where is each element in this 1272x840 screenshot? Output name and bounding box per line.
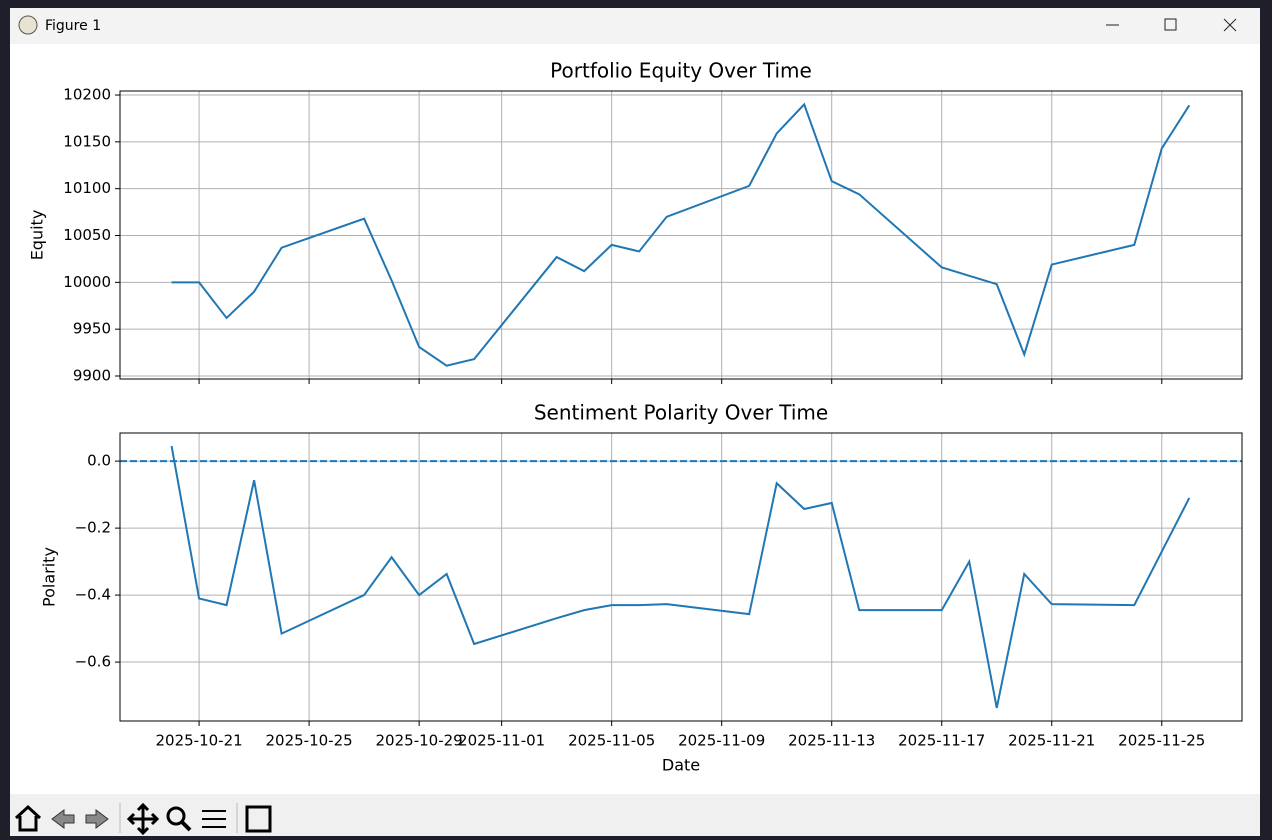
y-tick-label: 9950 <box>73 320 111 338</box>
back-button[interactable] <box>51 809 75 829</box>
chart-title: Portfolio Equity Over Time <box>550 59 812 83</box>
maximize-button[interactable] <box>1164 18 1177 31</box>
x-tick-label: 2025-10-29 <box>376 732 463 750</box>
x-tick-label: 2025-11-13 <box>788 732 875 750</box>
y-tick-label: 10200 <box>63 86 111 104</box>
x-tick-label: 2025-11-21 <box>1008 732 1095 750</box>
y-tick-label: 0.0 <box>87 452 111 470</box>
y-tick-label: −0.2 <box>75 519 111 537</box>
plot-frame <box>119 432 1243 722</box>
window-title: Figure 1 <box>45 18 101 34</box>
save-button[interactable] <box>245 805 272 833</box>
data-line <box>170 445 1191 709</box>
y-tick-label: 10050 <box>63 226 111 244</box>
x-tick-label: 2025-10-21 <box>155 732 242 750</box>
y-axis-label: Equity <box>28 210 47 261</box>
x-axis-label: Date <box>662 756 700 775</box>
zoom-handle <box>180 820 192 832</box>
configure-button[interactable] <box>202 810 226 828</box>
y-tick-label: −0.6 <box>75 653 111 671</box>
y-tick-label: −0.4 <box>75 586 111 604</box>
x-tick-label: 2025-11-17 <box>898 732 985 750</box>
x-tick-label: 2025-11-09 <box>678 732 765 750</box>
app-icon <box>18 15 38 35</box>
y-tick-label: 10150 <box>63 132 111 150</box>
x-tick-label: 2025-10-25 <box>266 732 353 750</box>
chart-title: Sentiment Polarity Over Time <box>534 401 828 425</box>
x-tick-label: 2025-11-01 <box>458 732 545 750</box>
y-axis-label: Polarity <box>40 547 59 607</box>
x-tick-label: 2025-11-05 <box>568 732 655 750</box>
title-bar <box>10 8 1260 44</box>
data-line <box>171 102 1191 367</box>
home-button[interactable] <box>14 804 42 832</box>
pan-button[interactable] <box>126 802 160 836</box>
y-tick-label: 10000 <box>63 273 111 291</box>
y-tick-label: 9900 <box>73 367 111 385</box>
close-button[interactable] <box>1223 18 1237 32</box>
plot-frame <box>119 90 1243 380</box>
y-tick-label: 10100 <box>63 179 111 197</box>
forward-button[interactable] <box>85 809 109 829</box>
toolbar <box>10 794 1260 836</box>
x-tick-label: 2025-11-25 <box>1118 732 1205 750</box>
zoom-button[interactable] <box>166 806 186 826</box>
